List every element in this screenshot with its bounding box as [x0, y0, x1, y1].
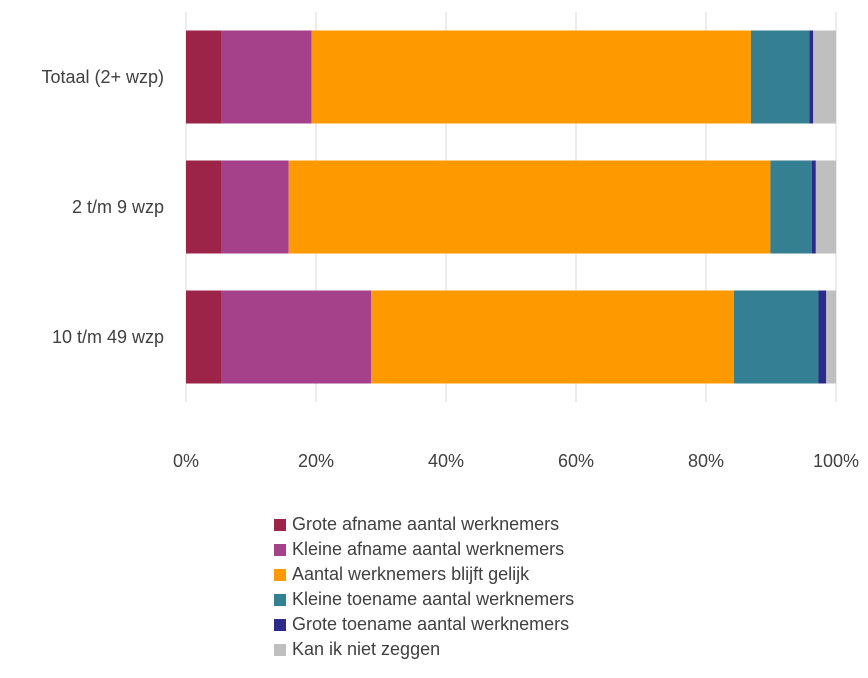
x-tick-label: 60% — [558, 451, 594, 471]
legend-label: Kleine afname aantal werknemers — [292, 539, 565, 559]
legend: Grote afname aantal werknemers Kleine afn… — [274, 512, 574, 662]
bar-segment — [221, 30, 312, 124]
legend-swatch — [274, 568, 286, 581]
category-labels: Totaal (2+ wzp) 2 t/m 9 wzp 10 t/m 49 wzp — [41, 67, 164, 347]
bar-segment — [221, 290, 372, 384]
legend-swatch — [274, 593, 286, 606]
x-tick-label: 100% — [813, 451, 859, 471]
legend-label: Kleine toename aantal werknemers — [292, 589, 575, 609]
bar-segment — [733, 290, 819, 384]
bar-segment — [371, 290, 734, 384]
legend-item: Aantal werknemers blijft gelijk — [274, 562, 574, 587]
legend-swatch — [274, 643, 286, 656]
legend-item: Kan ik niet zeggen — [274, 637, 574, 662]
bar-segment — [815, 160, 836, 254]
bar-segment — [826, 290, 836, 384]
legend-label: Kan ik niet zeggen — [292, 639, 441, 659]
legend-swatch — [274, 618, 286, 631]
x-tick-label: 40% — [428, 451, 464, 471]
legend-label: Grote afname aantal werknemers — [292, 514, 560, 534]
category-label: 2 t/m 9 wzp — [72, 197, 164, 217]
bar-segment — [186, 160, 222, 254]
bar-segment — [813, 30, 836, 124]
bar-segment — [186, 30, 222, 124]
bar-segment — [750, 30, 810, 124]
bar-segment — [311, 30, 751, 124]
legend-swatch — [274, 518, 286, 531]
legend-label: Aantal werknemers blijft gelijk — [292, 564, 530, 584]
bar-segment — [221, 160, 289, 254]
x-tick-label: 20% — [298, 451, 334, 471]
bar-segment — [811, 160, 816, 254]
legend-item: Grote afname aantal werknemers — [274, 512, 574, 537]
legend-swatch — [274, 543, 286, 556]
legend-item: Grote toename aantal werknemers — [274, 612, 574, 637]
x-tick-labels: 0% 20% 40% 60% 80% 100% — [173, 451, 859, 471]
bar-segment — [770, 160, 812, 254]
category-label: Totaal (2+ wzp) — [41, 67, 164, 87]
bar-segment — [186, 290, 222, 384]
bar-segment — [288, 160, 771, 254]
bars — [186, 30, 836, 384]
bar-segment — [809, 30, 814, 124]
legend-item: Kleine afname aantal werknemers — [274, 537, 574, 562]
x-tick-label: 80% — [688, 451, 724, 471]
legend-label: Grote toename aantal werknemers — [292, 614, 570, 634]
category-label: 10 t/m 49 wzp — [52, 327, 164, 347]
x-tick-label: 0% — [173, 451, 199, 471]
bar-segment — [818, 290, 827, 384]
legend-item: Kleine toename aantal werknemers — [274, 587, 574, 612]
